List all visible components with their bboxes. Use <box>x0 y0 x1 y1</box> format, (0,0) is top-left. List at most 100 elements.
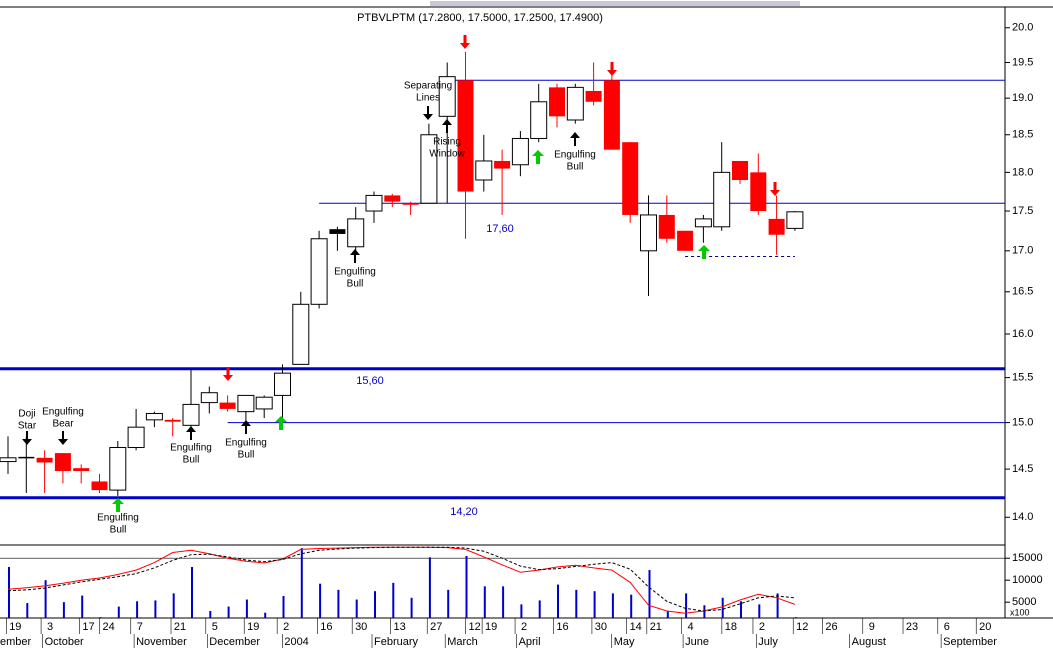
annotation: Bull <box>347 279 364 290</box>
x-tick-label: 12 <box>469 621 481 633</box>
candle-body <box>549 87 565 117</box>
candle-body <box>566 86 584 121</box>
arrow-head <box>770 190 780 196</box>
candle-body <box>511 137 529 166</box>
arrow-head <box>442 119 452 125</box>
candle-body <box>347 218 365 248</box>
arrow-head <box>275 416 287 422</box>
y-tick-label: 16.5 <box>1012 286 1033 298</box>
y-tick-label: 15.0 <box>1012 416 1033 428</box>
chart-title: PTBVLPTM (17.2800, 17.5000, 17.2500, 17.… <box>357 12 603 24</box>
month-label: April <box>519 636 541 648</box>
candle-body <box>732 160 748 181</box>
arrow-head <box>58 439 68 445</box>
x-tick-label: 18 <box>725 621 737 633</box>
x-tick-label: 6 <box>944 621 950 633</box>
x-tick-label: 2 <box>283 621 289 633</box>
candle-body <box>91 481 108 491</box>
volume-average-line <box>7 546 795 612</box>
x-tick-label: 21 <box>650 621 662 633</box>
volume-average-line <box>7 546 796 614</box>
annotation: Engulfing <box>225 438 267 449</box>
candle-body <box>494 160 511 169</box>
x-tick-label: 19 <box>485 621 497 633</box>
annotation: Rising <box>433 137 461 148</box>
month-label: ember <box>0 636 31 648</box>
annotation: Bull <box>183 455 200 466</box>
candle-body <box>530 101 548 139</box>
annotation: Doji <box>18 409 35 420</box>
x-tick-label: 19 <box>247 621 259 633</box>
y-tick-label: 15000 <box>1012 552 1043 564</box>
x-tick-label: 26 <box>825 621 837 633</box>
candle-body <box>658 214 675 239</box>
candle-body <box>420 134 438 204</box>
x-tick-label: 5 <box>212 621 218 633</box>
level-label: 14,20 <box>450 506 478 518</box>
y-tick-label: 14.0 <box>1012 511 1033 523</box>
y-tick-label: 17.0 <box>1012 245 1033 257</box>
candle-body <box>603 80 620 150</box>
candle-body <box>73 468 90 472</box>
x-tick-label: 4 <box>688 621 694 633</box>
level-label: 17,60 <box>486 223 514 235</box>
month-label: February <box>374 636 419 648</box>
x-tick-label: 20 <box>979 621 991 633</box>
candle-body <box>713 171 731 228</box>
candle-body <box>329 229 346 234</box>
arrow-head <box>570 132 580 138</box>
x-tick-label: 17 <box>82 621 94 633</box>
arrow-head <box>460 43 470 49</box>
month-label: March <box>447 636 478 648</box>
candle-body <box>384 195 401 202</box>
arrow-head <box>186 426 196 432</box>
candle-body <box>0 457 17 463</box>
candle-body <box>109 447 127 491</box>
candle-body <box>127 426 145 449</box>
month-label: May <box>614 636 635 648</box>
candle-body <box>694 218 712 228</box>
month-label: November <box>136 636 187 648</box>
y-tick-label: 14.5 <box>1012 463 1033 475</box>
candle-body <box>292 303 310 365</box>
arrow-head <box>22 439 32 445</box>
annotation: Engulfing <box>554 150 596 161</box>
candle-body <box>200 392 218 404</box>
candle-body <box>768 218 785 235</box>
month-label: June <box>685 636 709 648</box>
candle-body <box>438 76 456 117</box>
annotation: Star <box>18 421 37 432</box>
candle-body <box>145 412 163 421</box>
arrow-head <box>350 249 360 255</box>
y-tick-label: 15.5 <box>1012 371 1033 383</box>
annotation: Engulfing <box>170 443 212 454</box>
x-tick-label: 2 <box>759 621 765 633</box>
annotation: Separating <box>404 81 452 92</box>
candle-body <box>622 142 639 215</box>
y-tick-label: 18.5 <box>1012 129 1033 141</box>
candle-body <box>677 230 694 251</box>
candle-body <box>182 403 200 426</box>
x-tick-label: 30 <box>355 621 367 633</box>
candle-body <box>750 172 767 212</box>
x-tick-label: 27 <box>430 621 442 633</box>
y-tick-label: 20.0 <box>1012 22 1033 34</box>
annotation: Bear <box>52 419 74 430</box>
candle-body <box>18 456 35 459</box>
candle-body <box>237 394 255 413</box>
month-label: August <box>852 636 886 648</box>
month-label: September <box>943 636 997 648</box>
month-label: 2004 <box>284 636 308 648</box>
x-tick-label: 24 <box>103 621 115 633</box>
x-tick-label: 12 <box>796 621 808 633</box>
candle-body <box>274 372 291 396</box>
annotation: Engulfing <box>42 407 84 418</box>
x-tick-label: 16 <box>320 621 332 633</box>
candle-body <box>640 214 657 252</box>
level-label: 15,60 <box>356 375 384 387</box>
annotation: Lines <box>416 93 440 104</box>
arrow-head <box>223 375 233 381</box>
annotation: Engulfing <box>97 513 139 524</box>
x-tick-label: 14 <box>630 621 642 633</box>
